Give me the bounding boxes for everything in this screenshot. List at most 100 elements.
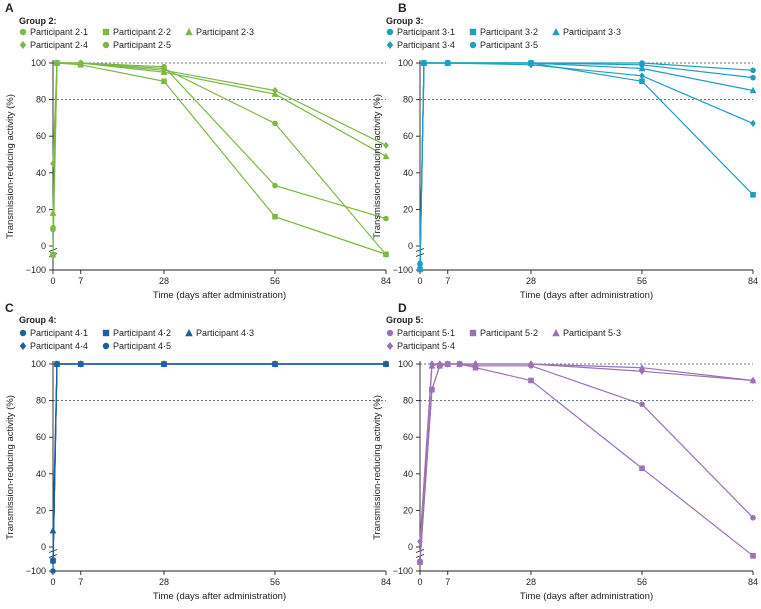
x-tick-label: 7 bbox=[78, 577, 83, 587]
x-tick-label: 0 bbox=[417, 577, 422, 587]
legend-entry: Participant 2·1 bbox=[30, 27, 88, 37]
series bbox=[50, 360, 389, 564]
series-line bbox=[419, 62, 754, 264]
data-point bbox=[750, 191, 756, 198]
y-tick-label: 40 bbox=[403, 168, 413, 178]
y-tick-label: −100 bbox=[26, 265, 46, 275]
data-point bbox=[528, 360, 534, 368]
legend-marker bbox=[19, 28, 27, 36]
series bbox=[50, 361, 389, 564]
series bbox=[416, 360, 757, 563]
x-tick-label: 28 bbox=[159, 276, 169, 286]
x-tick-label: 28 bbox=[526, 276, 536, 286]
group-label: Group 3: bbox=[386, 16, 424, 26]
y-tick-label: 20 bbox=[36, 204, 46, 214]
series-line bbox=[52, 62, 387, 255]
data-point bbox=[472, 364, 479, 371]
legend-entry: Participant 4·1 bbox=[30, 328, 88, 338]
x-tick-label: 56 bbox=[637, 276, 647, 286]
data-point bbox=[639, 401, 645, 408]
series bbox=[417, 60, 756, 267]
series bbox=[50, 60, 389, 233]
data-point bbox=[50, 252, 56, 258]
legend-marker bbox=[386, 342, 394, 350]
x-tick-label: 0 bbox=[417, 276, 422, 286]
legend-marker bbox=[386, 28, 394, 36]
data-point bbox=[528, 377, 534, 384]
data-point bbox=[272, 120, 278, 127]
x-tick-label: 7 bbox=[445, 577, 450, 587]
series bbox=[417, 360, 756, 546]
panel-letter: A bbox=[5, 1, 14, 15]
legend-entry: Participant 4·4 bbox=[30, 341, 88, 351]
group-label: Group 5: bbox=[386, 315, 424, 325]
data-point bbox=[750, 514, 756, 521]
data-point bbox=[272, 86, 278, 95]
legend-marker bbox=[552, 329, 560, 337]
y-tick-label: 0 bbox=[41, 241, 46, 251]
x-tick-label: 56 bbox=[270, 577, 280, 587]
data-point bbox=[750, 74, 756, 81]
legend-entry: Participant 2·3 bbox=[196, 27, 254, 37]
series-line bbox=[419, 363, 754, 542]
legend-marker bbox=[102, 28, 110, 36]
series-line bbox=[419, 363, 754, 563]
series-line bbox=[419, 363, 754, 560]
y-tick-label: 60 bbox=[403, 432, 413, 442]
x-tick-label: 0 bbox=[50, 577, 55, 587]
data-point bbox=[750, 553, 756, 559]
panel-c: C Group 4: Participant 4·1 Participant 4·2 P… bbox=[5, 301, 391, 602]
series-line bbox=[52, 363, 386, 572]
x-axis-title: Time (days after administration) bbox=[153, 290, 286, 301]
y-tick-label: 80 bbox=[403, 95, 413, 105]
data-point bbox=[750, 67, 756, 74]
series bbox=[50, 60, 389, 258]
data-point bbox=[639, 367, 645, 375]
y-tick-label: 40 bbox=[403, 469, 413, 479]
x-tick-label: 7 bbox=[445, 276, 450, 286]
y-tick-label: 40 bbox=[36, 168, 46, 178]
data-point bbox=[50, 226, 56, 233]
data-point bbox=[749, 86, 757, 94]
series bbox=[49, 59, 390, 216]
y-tick-label: 100 bbox=[31, 359, 46, 369]
data-point bbox=[417, 261, 423, 268]
data-point bbox=[383, 251, 389, 258]
y-axis-title: Transmission-reducing activity (%) bbox=[372, 94, 383, 239]
data-point bbox=[528, 60, 534, 66]
legend-marker bbox=[19, 342, 27, 350]
series bbox=[50, 60, 389, 258]
data-point bbox=[456, 360, 463, 368]
x-tick-label: 84 bbox=[748, 577, 758, 587]
data-point bbox=[49, 526, 57, 534]
y-tick-label: 100 bbox=[31, 58, 46, 68]
panel-letter: C bbox=[5, 301, 14, 315]
series-line bbox=[52, 62, 387, 255]
y-tick-label: 0 bbox=[408, 542, 413, 552]
series-line bbox=[419, 62, 754, 269]
panel-letter: D bbox=[398, 301, 407, 315]
legend-entry: Participant 3·5 bbox=[480, 40, 538, 50]
series bbox=[416, 59, 757, 272]
data-point bbox=[639, 465, 645, 472]
legend-entry: Participant 3·3 bbox=[563, 27, 621, 37]
data-point bbox=[383, 361, 389, 367]
y-tick-label: 20 bbox=[36, 505, 46, 515]
legend-entry: Participant 3·4 bbox=[397, 40, 455, 50]
y-tick-label: 40 bbox=[36, 469, 46, 479]
data-point bbox=[639, 62, 645, 68]
data-point bbox=[416, 556, 424, 563]
legend-entry: Participant 2·4 bbox=[30, 40, 88, 50]
x-tick-label: 7 bbox=[78, 276, 83, 286]
y-tick-label: 0 bbox=[408, 241, 413, 251]
legend-entry: Participant 5·4 bbox=[397, 341, 455, 351]
legend-entry: Participant 2·2 bbox=[113, 27, 171, 37]
y-tick-label: 80 bbox=[403, 396, 413, 406]
data-point bbox=[444, 360, 451, 368]
legend-entry: Participant 3·2 bbox=[480, 27, 538, 37]
series-line bbox=[52, 363, 386, 560]
series-line bbox=[52, 363, 386, 562]
x-tick-label: 28 bbox=[526, 577, 536, 587]
panel-a: A Group 2:Participant 2·1 Participant 2·2 P… bbox=[5, 1, 391, 301]
